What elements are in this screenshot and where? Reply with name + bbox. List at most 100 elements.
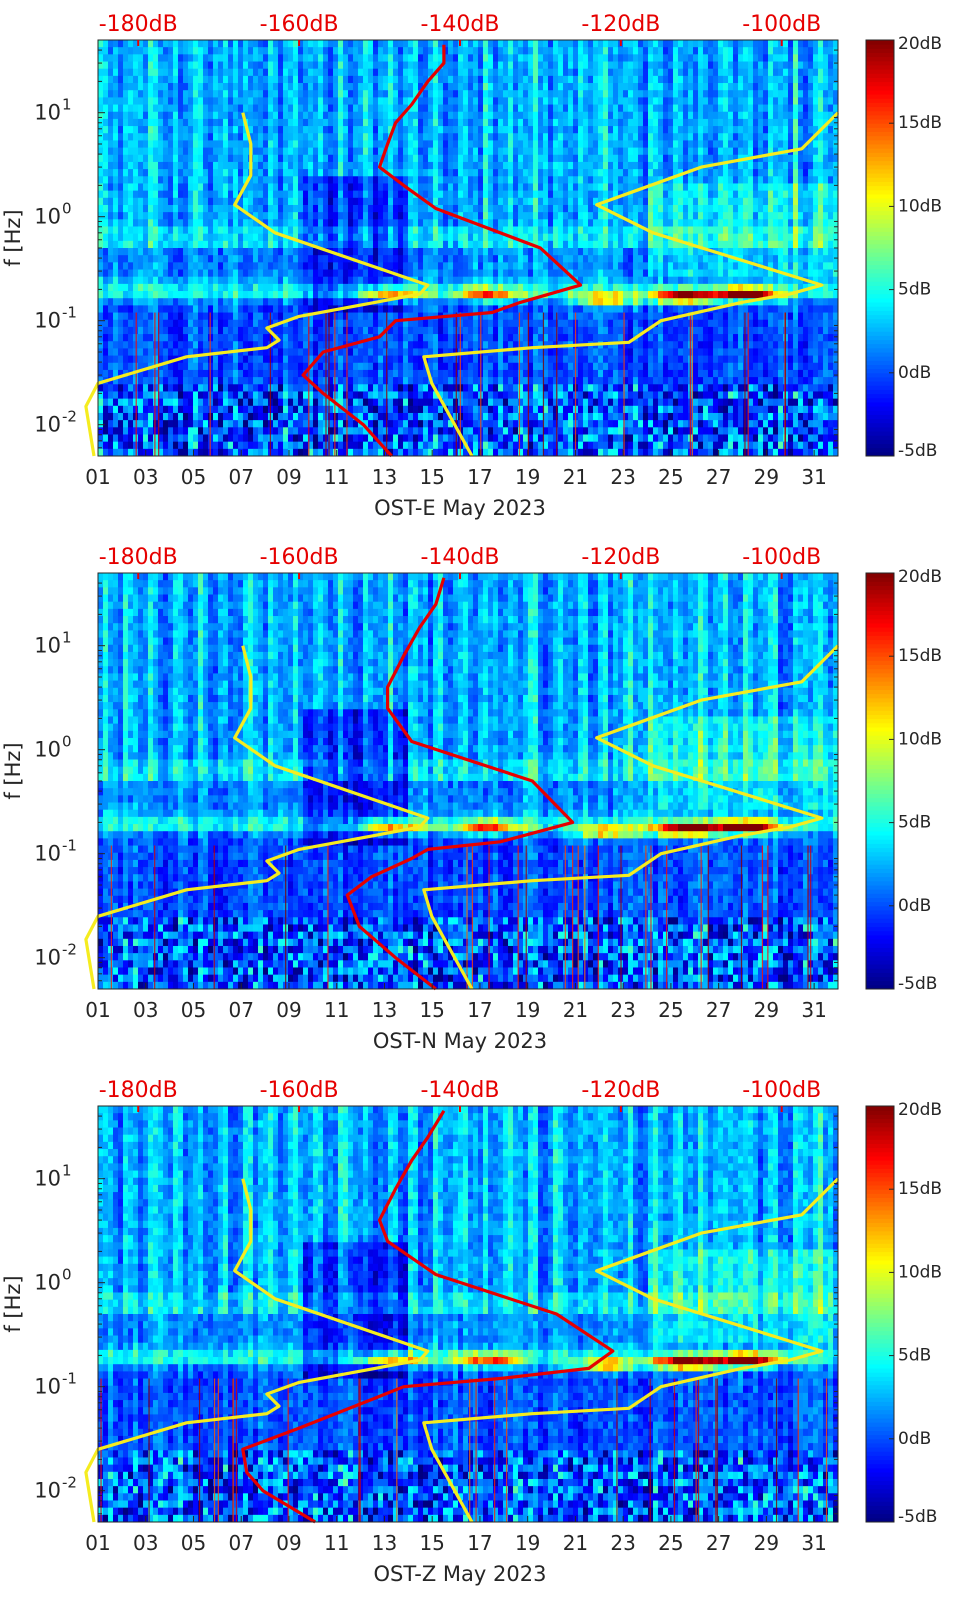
spectrogram-cell [433, 126, 439, 134]
spectrogram-cell [438, 176, 444, 184]
spectrogram-cell [123, 326, 129, 335]
spectrogram-cell [153, 226, 159, 235]
spectrogram-cell [128, 420, 134, 428]
spectrogram-cell [208, 255, 214, 263]
spectrogram-cell [503, 319, 509, 328]
spectrogram-cell [428, 240, 434, 249]
spectrogram-cell [188, 204, 194, 213]
spectrogram-cell [388, 283, 394, 292]
spectrogram-cell [158, 226, 164, 235]
spectrogram-cell [323, 276, 329, 285]
spectrogram-cell [518, 276, 524, 285]
spectrogram-cell [198, 126, 204, 134]
spectrogram-cell [308, 233, 314, 242]
spectrogram-cell [338, 341, 344, 349]
spectrogram-cell [353, 391, 359, 400]
spectrogram-cell [293, 54, 299, 62]
spectrogram-cell [138, 412, 144, 421]
spectrogram-cell [333, 133, 339, 141]
spectrogram-cell [163, 140, 169, 148]
spectrogram-cell [193, 90, 199, 98]
spectrogram-cell [283, 377, 289, 385]
spectrogram-cell [118, 362, 124, 371]
spectrogram-cell [128, 54, 134, 62]
spectrogram-cell [168, 326, 174, 335]
spectrogram-cell [303, 427, 309, 435]
spectrogram-cell [493, 204, 499, 213]
spectrogram-cell [233, 448, 239, 457]
spectrogram-cell [103, 176, 109, 184]
spectrogram-cell [333, 83, 339, 91]
spectrogram-cell [263, 262, 269, 270]
spectrogram-cell [498, 391, 504, 400]
spectrogram-cell [308, 104, 314, 113]
spectrogram-cell [473, 154, 479, 163]
spectrogram-cell [338, 441, 344, 450]
spectrogram-cell [328, 40, 334, 48]
spectrogram-cell [353, 348, 359, 356]
spectrogram-cell [318, 154, 324, 163]
spectrogram-cell [468, 118, 474, 127]
spectrogram-cell [163, 448, 169, 457]
spectrogram-cell [353, 427, 359, 435]
spectrogram-cell [338, 240, 344, 249]
spectrogram-cell [203, 448, 209, 457]
spectrogram-cell [468, 255, 474, 263]
spectrogram-cell [253, 133, 259, 141]
spectrogram-cell [163, 54, 169, 62]
spectrogram-cell [273, 377, 279, 385]
spectrogram-cell [503, 118, 509, 127]
spectrogram-cell [378, 326, 384, 335]
spectrogram-cell [278, 420, 284, 428]
spectrogram-cell [348, 269, 354, 278]
spectrogram-cell [433, 276, 439, 285]
spectrogram-cell [413, 412, 419, 421]
spectrogram-cell [173, 90, 179, 98]
spectrogram-cell [318, 269, 324, 278]
spectrogram-cell [288, 118, 294, 127]
spectrogram-cell [493, 283, 499, 292]
spectrogram-cell [503, 176, 509, 184]
spectrogram-cell [153, 147, 159, 156]
spectrogram-cell [423, 133, 429, 141]
spectrogram-cell [333, 434, 339, 443]
spectrogram-cell [368, 190, 374, 199]
spectrogram-cell [143, 118, 149, 127]
spectrogram-cell [253, 75, 259, 84]
spectrogram-cell [508, 391, 514, 400]
spectrogram-cell [283, 269, 289, 278]
spectrogram-cell [138, 312, 144, 321]
spectrogram-cell [243, 197, 249, 206]
spectrogram-cell [508, 240, 514, 249]
spectrogram-cell [98, 283, 104, 292]
spectrogram-cell [433, 147, 439, 156]
spectrogram-cell [428, 233, 434, 242]
spectrogram-cell [503, 298, 509, 306]
spectrogram-cell [278, 233, 284, 242]
spectrogram-cell [118, 190, 124, 199]
spectrogram-cell [213, 68, 219, 77]
spectrogram-cell [383, 83, 389, 91]
spectrogram-cell [423, 97, 429, 105]
spectrogram-cell [338, 104, 344, 113]
spectrogram-cell [363, 334, 369, 342]
spectrogram-cell [483, 262, 489, 270]
spectrogram-cell [433, 441, 439, 450]
spectrogram-cell [218, 90, 224, 98]
spectrogram-cell [383, 398, 389, 407]
spectrogram-cell [228, 276, 234, 285]
spectrogram-cell [158, 326, 164, 335]
spectrogram-cell [333, 54, 339, 62]
spectrogram-cell [408, 104, 414, 113]
spectrogram-cell [158, 305, 164, 313]
spectrogram-cell [508, 197, 514, 206]
spectrogram-cell [313, 283, 319, 292]
spectrogram-cell [448, 61, 454, 70]
spectrogram-cell [278, 369, 284, 378]
spectrogram-cell [118, 219, 124, 227]
spectrogram-cell [508, 283, 514, 292]
spectrogram-cell [138, 204, 144, 213]
spectrogram-cell [163, 398, 169, 407]
spectrogram-cell [353, 226, 359, 235]
spectrogram-cell [308, 126, 314, 134]
